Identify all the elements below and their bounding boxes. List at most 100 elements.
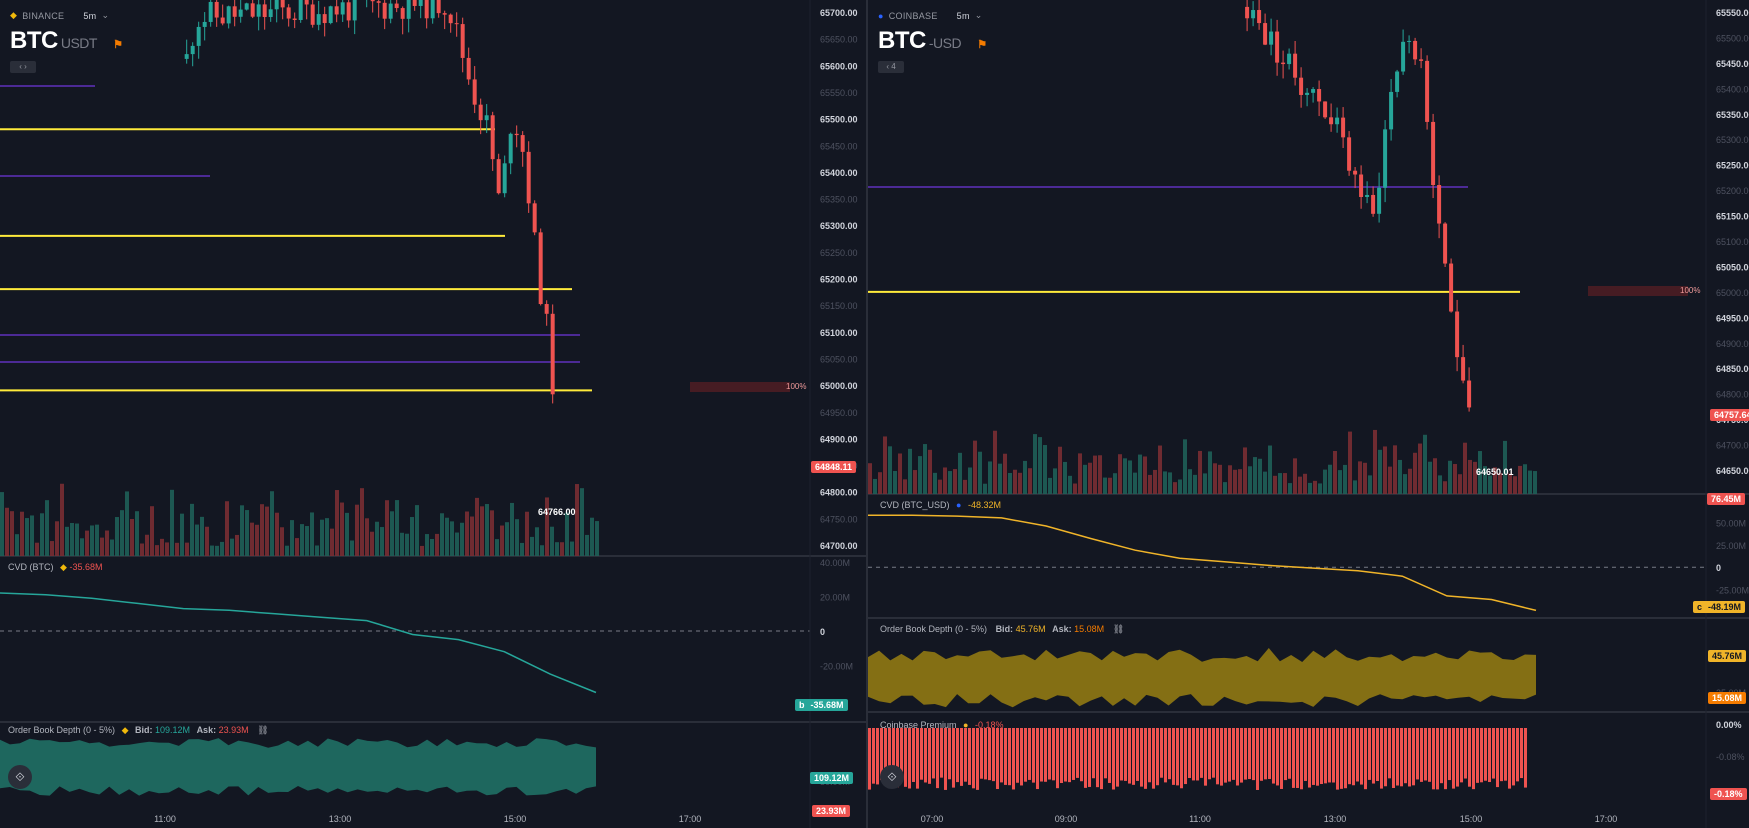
premium-bar — [1288, 728, 1291, 779]
volume-bar — [1143, 456, 1147, 494]
left-symbol-base: BTC — [10, 27, 58, 54]
price-tick-label: 65350.00 — [820, 195, 858, 205]
volume-bar — [85, 530, 89, 556]
volume-bar — [115, 517, 119, 556]
price-tick-label: 64700.00 — [1716, 441, 1749, 451]
link-off-icon[interactable]: ⛓ — [1112, 624, 1125, 634]
candle-body — [1305, 92, 1310, 95]
volume-bar — [150, 506, 154, 556]
price-tick-label: 65100.00 — [1716, 237, 1749, 247]
volume-bar — [485, 504, 489, 556]
volume-bar — [290, 520, 294, 556]
volume-bar — [530, 536, 534, 556]
premium-bar — [1040, 728, 1043, 782]
volume-bar — [1378, 449, 1382, 494]
volume-bar — [1278, 473, 1282, 494]
left-chart-canvas[interactable]: 65700.00 65650.00 65600.00 65550.00 65500.00… — [0, 0, 866, 828]
candle-body — [298, 0, 303, 20]
volume-bar — [470, 516, 474, 556]
left-timeframe[interactable]: 5m — [83, 10, 97, 21]
price-tick-label: 65300.00 — [1716, 135, 1749, 145]
premium-bar — [1524, 728, 1527, 788]
price-tick-label: 65600.00 — [820, 61, 858, 71]
volume-bar — [923, 444, 927, 494]
volume-bar — [1293, 458, 1297, 494]
volume-bar — [260, 504, 264, 556]
volume-bar — [1428, 461, 1432, 494]
right-chart-panel[interactable]: 65550.00 65500.00 65450.00 65400.00 65350.00… — [868, 0, 1749, 828]
time-tick-label: 17:00 — [1595, 814, 1618, 824]
premium-bar — [936, 728, 939, 789]
volume-bar — [1403, 474, 1407, 494]
volume-bar — [1183, 439, 1187, 494]
volume-bar — [983, 483, 987, 494]
tradingview-logo[interactable]: ⟐ — [8, 765, 32, 789]
orderbook-depth-area — [0, 738, 596, 796]
candle-body — [376, 1, 381, 3]
volume-bar — [1158, 445, 1162, 494]
tradingview-logo[interactable]: ⟐ — [880, 765, 904, 789]
premium-bar — [1164, 728, 1167, 783]
chevron-down-icon[interactable]: ⌄ — [101, 10, 110, 20]
candle-body — [406, 0, 411, 19]
premium-bar — [1400, 728, 1403, 787]
volume-bar — [1348, 431, 1352, 494]
link-icon[interactable]: ⛓ — [257, 725, 269, 735]
volume-bar — [913, 470, 917, 494]
candle-body — [1365, 194, 1370, 197]
right-ob-bid: 45.76M — [1015, 624, 1046, 634]
premium-bar — [1444, 728, 1447, 790]
premium-bar — [1508, 728, 1511, 789]
volume-bar — [140, 543, 144, 556]
premium-bar — [1132, 728, 1135, 785]
candle-body — [274, 0, 279, 10]
left-symbol: BTC USDT ⚑ — [10, 27, 123, 55]
premium-bar — [1404, 728, 1407, 784]
volume-bar — [255, 524, 259, 556]
left-chart-panel[interactable]: 65700.00 65650.00 65600.00 65550.00 65500.00… — [0, 0, 868, 828]
chevron-down-icon[interactable]: ⌄ — [974, 10, 983, 20]
premium-bar — [1008, 728, 1011, 786]
premium-bar — [996, 728, 999, 790]
volume-bar — [585, 534, 589, 556]
volume-bar — [160, 538, 164, 556]
volume-bar — [1113, 473, 1117, 494]
premium-bar — [1336, 728, 1339, 790]
cvd-tick-label: -25.00M — [1716, 586, 1749, 596]
left-collapse-badge[interactable]: ‹ › — [10, 61, 36, 73]
volume-bar — [1398, 459, 1402, 494]
volume-bar — [400, 532, 404, 556]
candle-body — [1251, 10, 1256, 19]
candle-body — [346, 2, 351, 21]
right-collapse-badge[interactable]: ‹ 4 — [878, 61, 904, 73]
premium-bar — [1028, 728, 1031, 780]
price-tick-label: 65350.00 — [1716, 110, 1749, 120]
right-cvd-tag: c -48.19M — [1693, 601, 1746, 613]
premium-bar — [1080, 728, 1083, 782]
volume-bar — [375, 521, 379, 556]
volume-bar — [295, 538, 299, 556]
right-last-price-tag: 64757.64 — [1710, 409, 1749, 421]
time-tick-label: 15:00 — [504, 814, 527, 824]
volume-bar — [300, 524, 304, 556]
price-tick-label: 65400.00 — [1716, 84, 1749, 94]
volume-bar — [175, 542, 179, 556]
volume-bar — [415, 505, 419, 556]
right-chart-canvas[interactable]: 65550.00 65500.00 65450.00 65400.00 65350.00… — [868, 0, 1749, 828]
candle-body — [310, 4, 315, 25]
price-tick-label: 65200.00 — [820, 275, 858, 285]
candle-body — [1413, 40, 1418, 60]
price-tick-label: 65150.00 — [1716, 212, 1749, 222]
candle-body — [1311, 89, 1316, 93]
alert-icon[interactable]: ⚑ — [113, 39, 123, 51]
premium-bar — [1352, 728, 1355, 786]
alert-icon[interactable]: ⚑ — [977, 39, 987, 51]
volume-bar — [380, 527, 384, 556]
premium-bar — [1364, 728, 1367, 790]
volume-bar — [883, 436, 887, 494]
right-timeframe[interactable]: 5m — [956, 10, 970, 21]
premium-bar — [1520, 728, 1523, 779]
volume-bar — [938, 479, 942, 494]
premium-bar — [948, 728, 951, 780]
premium-bar — [1420, 728, 1423, 782]
